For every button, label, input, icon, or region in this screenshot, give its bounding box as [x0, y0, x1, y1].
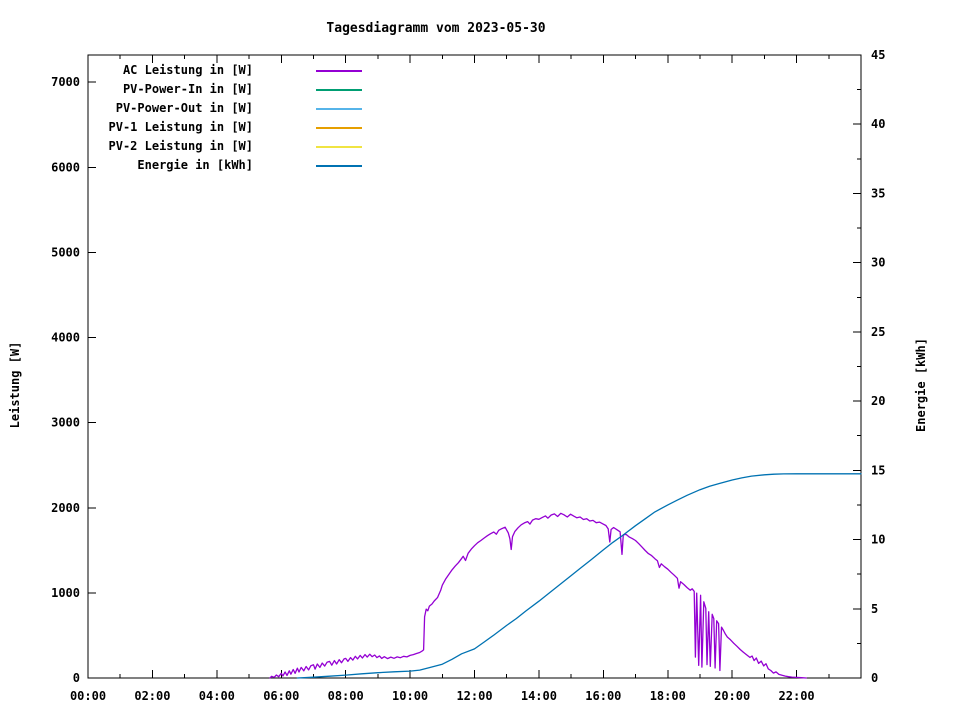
y-left-tick-label: 5000	[51, 245, 80, 259]
y-right-tick-label: 35	[871, 186, 885, 200]
legend-item: AC Leistung in [W]	[0, 61, 362, 80]
series-curve-ac-leistung-in-w	[269, 512, 807, 679]
legend-item: PV-2 Leistung in [W]	[0, 137, 362, 156]
legend-color-line	[316, 126, 362, 129]
y-right-tick-label: 30	[871, 256, 885, 270]
y-right-tick-label: 40	[871, 117, 885, 131]
legend-item: PV-Power-Out in [W]	[0, 99, 362, 118]
legend-item: PV-1 Leistung in [W]	[0, 118, 362, 137]
legend: AC Leistung in [W] PV-Power-In in [W] PV-P…	[0, 61, 362, 175]
x-tick-label: 02:00	[134, 689, 170, 703]
legend-color-line	[316, 164, 362, 167]
x-tick-label: 10:00	[392, 689, 428, 703]
x-tick-label: 00:00	[70, 689, 106, 703]
legend-item: PV-Power-In in [W]	[0, 80, 362, 99]
y-right-tick-label: 0	[871, 671, 878, 685]
legend-label: PV-Power-Out in [W]	[115, 101, 253, 115]
legend-color-line	[316, 107, 362, 110]
x-tick-label: 08:00	[328, 689, 364, 703]
legend-color-line	[316, 69, 362, 72]
y-right-tick-label: 25	[871, 325, 885, 339]
y-right-tick-label: 10	[871, 533, 885, 547]
legend-color-line	[316, 88, 362, 91]
x-tick-label: 18:00	[650, 689, 686, 703]
y-left-tick-label: 6000	[51, 160, 80, 174]
y-left-tick-label: 1000	[51, 586, 80, 600]
x-tick-label: 14:00	[521, 689, 557, 703]
x-tick-label: 22:00	[779, 689, 815, 703]
y-left-tick-label: 7000	[51, 75, 80, 89]
legend-label: PV-1 Leistung in [W]	[108, 120, 254, 134]
y-left-tick-label: 0	[73, 671, 80, 685]
series-curve-energie-in-kwh	[296, 473, 862, 679]
y-right-tick-label: 15	[871, 463, 885, 477]
plot-border	[87, 54, 862, 679]
y-left-tick-label: 2000	[51, 501, 80, 515]
y-right-tick-label: 20	[871, 394, 885, 408]
x-tick-label: 04:00	[199, 689, 235, 703]
y-left-tick-label: 4000	[51, 331, 80, 345]
x-tick-label: 16:00	[585, 689, 621, 703]
x-tick-label: 06:00	[263, 689, 299, 703]
legend-item: Energie in [kWh]	[0, 156, 362, 175]
x-tick-label: 12:00	[456, 689, 492, 703]
x-tick-label: 20:00	[714, 689, 750, 703]
legend-label: Energie in [kWh]	[137, 158, 253, 172]
legend-label: PV-2 Leistung in [W]	[108, 139, 254, 153]
y-right-tick-label: 5	[871, 602, 878, 616]
legend-label: AC Leistung in [W]	[122, 63, 253, 77]
y-right-tick-label: 45	[871, 48, 885, 62]
legend-label: PV-Power-In in [W]	[122, 82, 253, 96]
chart-title: Tagesdiagramm vom 2023-05-30	[326, 21, 546, 36]
legend-color-line	[316, 145, 362, 148]
y-left-tick-label: 3000	[51, 416, 80, 430]
